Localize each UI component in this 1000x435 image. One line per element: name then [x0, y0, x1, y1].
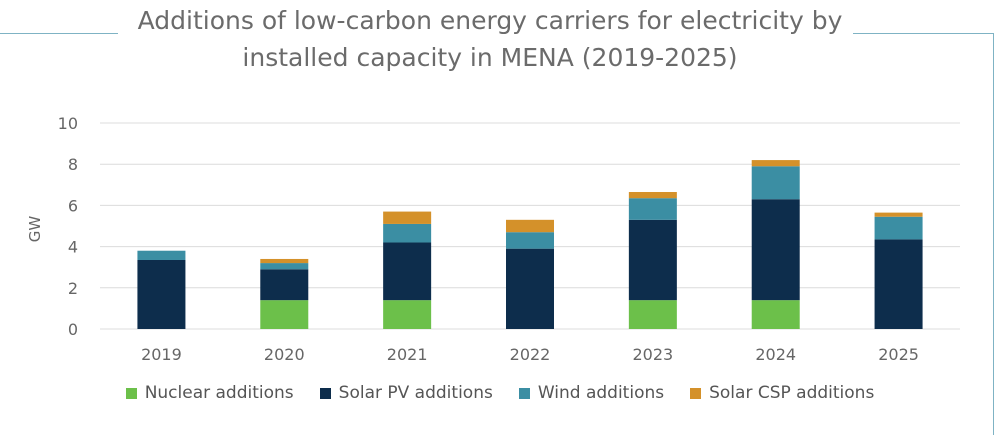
bar-segment-solar-csp-additions-2020 [260, 258, 309, 264]
bar-segment-solar-pv-additions-2025 [874, 239, 923, 329]
bar-segment-solar-pv-additions-2020 [260, 269, 309, 301]
x-tick-label: 2021 [387, 345, 428, 364]
y-tick-label: 0 [68, 320, 78, 339]
y-tick-label: 6 [68, 196, 78, 215]
bar-segment-wind-additions-2025 [874, 216, 923, 240]
legend-label: Wind additions [537, 383, 665, 403]
y-tick-label: 2 [68, 279, 78, 298]
x-axis-ticks: 2019 2020 2021 2022 2023 2024 2025 [141, 345, 919, 364]
chart-title-line-1: Additions of low-carbon energy carriers … [137, 6, 843, 35]
bar-segment-wind-additions-2022 [506, 232, 554, 249]
bar-segment-solar-pv-additions-2019 [137, 259, 186, 329]
x-tick-label: 2025 [878, 345, 919, 364]
legend-label: Solar PV additions [338, 383, 493, 403]
bar-segment-solar-csp-additions-2022 [506, 219, 554, 233]
bar-segment-solar-csp-additions-2023 [628, 192, 677, 199]
x-tick-label: 2024 [755, 345, 796, 364]
frame-right-line [993, 33, 994, 435]
x-tick-label: 2023 [632, 345, 673, 364]
bar-segment-wind-additions-2023 [628, 198, 677, 220]
legend-swatch [518, 387, 530, 399]
legend-swatch [125, 387, 137, 399]
bar-segment-wind-additions-2021 [383, 223, 432, 243]
bar-segment-solar-csp-additions-2021 [383, 211, 432, 224]
x-tick-label: 2020 [264, 345, 305, 364]
stacked-bar-chart: 0 2 4 6 8 10 2019 2020 2021 2022 2023 2024 2025 GW [26, 114, 960, 364]
bars [137, 160, 923, 329]
bar-segment-solar-csp-additions-2024 [751, 160, 800, 167]
bar-segment-wind-additions-2024 [751, 166, 800, 200]
chart-title-line-2: installed capacity in MENA (2019-2025) [242, 43, 738, 72]
bar-segment-solar-pv-additions-2021 [383, 242, 432, 301]
y-axis-label: GW [26, 216, 44, 243]
bar-segment-solar-pv-additions-2024 [751, 199, 800, 301]
frame-top-right-line [853, 33, 993, 34]
legend-label: Nuclear additions [144, 383, 294, 403]
y-tick-label: 8 [68, 155, 78, 174]
x-tick-label: 2022 [510, 345, 551, 364]
legend: Nuclear additions Solar PV additions Wind … [0, 383, 1000, 403]
bar-segment-solar-pv-additions-2023 [628, 219, 677, 301]
bar-segment-nuclear-additions-2020 [260, 300, 309, 329]
bar-segment-nuclear-additions-2021 [383, 300, 432, 329]
legend-swatch [690, 387, 702, 399]
bar-segment-solar-csp-additions-2025 [874, 212, 923, 217]
frame-top-left-line [0, 33, 118, 34]
legend-item-wind-additions: Wind additions [518, 383, 665, 403]
bar-segment-nuclear-additions-2023 [628, 300, 677, 329]
y-tick-label: 10 [58, 114, 78, 133]
legend-item-nuclear-additions: Nuclear additions [125, 383, 294, 403]
y-axis-ticks: 0 2 4 6 8 10 [58, 114, 78, 339]
bar-segment-nuclear-additions-2024 [751, 300, 800, 329]
legend-item-solar-csp-additions: Solar CSP additions [690, 383, 874, 403]
bar-segment-wind-additions-2019 [137, 250, 186, 260]
legend-swatch [319, 387, 331, 399]
y-tick-label: 4 [68, 238, 78, 257]
x-tick-label: 2019 [141, 345, 182, 364]
bar-segment-solar-pv-additions-2022 [506, 248, 554, 329]
legend-label: Solar CSP additions [709, 383, 875, 403]
chart-title: Additions of low-carbon energy carriers … [120, 2, 860, 76]
bar-segment-wind-additions-2020 [260, 263, 309, 270]
legend-item-solar-pv-additions: Solar PV additions [319, 383, 493, 403]
